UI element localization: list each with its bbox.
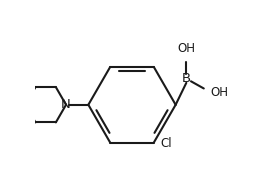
Text: N: N bbox=[61, 98, 71, 111]
Text: OH: OH bbox=[177, 42, 195, 55]
Text: Cl: Cl bbox=[161, 137, 172, 150]
Text: B: B bbox=[182, 72, 191, 85]
Text: OH: OH bbox=[210, 86, 228, 99]
